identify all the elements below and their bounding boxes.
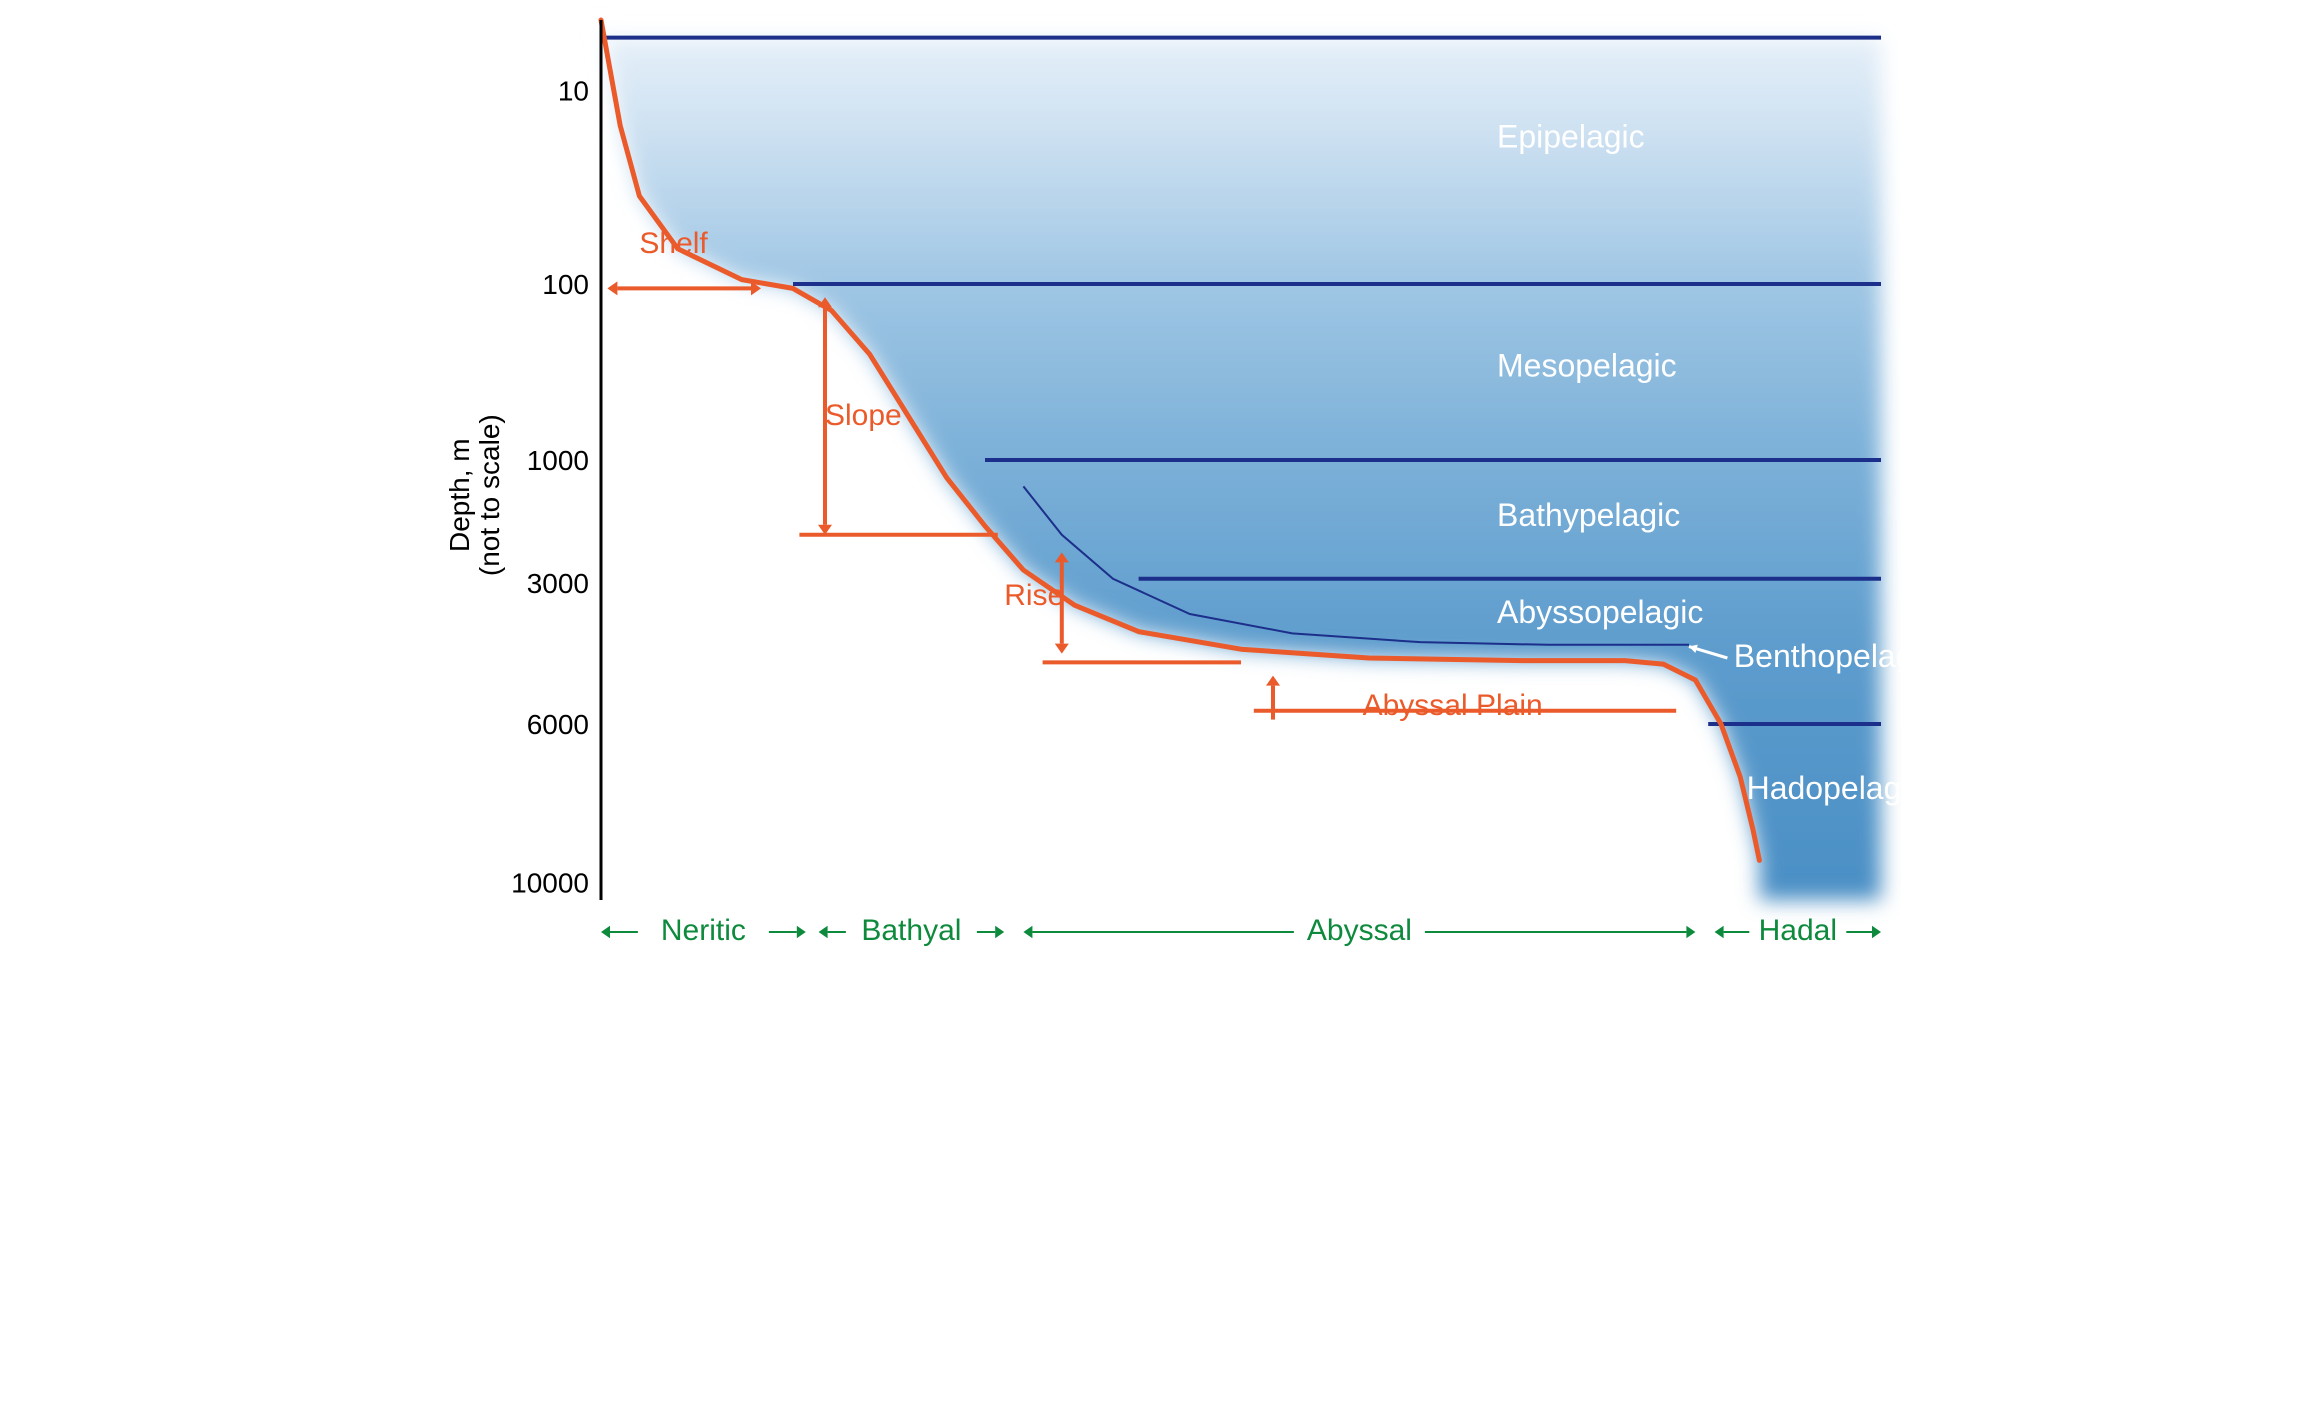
pelagic-zone-label: Bathypelagic <box>1497 497 1680 533</box>
y-axis-label: Depth, m <box>444 438 475 552</box>
bottom-zone-label: Bathyal <box>861 914 961 947</box>
y-tick-label: 6000 <box>526 709 588 740</box>
seafloor-feature-label: Slope <box>825 399 902 432</box>
ocean-zones-diagram: Epipelagic Mesopelagic Bathypelagic Abyssop… <box>421 0 1901 960</box>
y-tick-label: 10 <box>557 75 588 106</box>
y-tick-label: 1000 <box>526 445 588 476</box>
y-tick-label: 100 <box>542 269 589 300</box>
pelagic-zone-label: Abyssopelagic <box>1497 594 1703 630</box>
y-tick-label: 10000 <box>511 867 589 898</box>
y-tick-label: 3000 <box>526 568 588 599</box>
bottom-zone-label: Abyssal <box>1306 914 1411 947</box>
y-axis-label: (not to scale) <box>474 414 505 576</box>
pelagic-zone-label: Epipelagic <box>1497 119 1645 155</box>
seafloor-feature-label: Rise <box>1004 579 1064 612</box>
seafloor-feature-label: Shelf <box>639 227 708 260</box>
bottom-zone-label: Neritic <box>660 914 745 947</box>
seafloor-feature-label: Abyssal Plain <box>1362 689 1542 722</box>
pelagic-zone-label: Hadopelagic <box>1746 770 1900 806</box>
benthopelagic-label: Benthopelagic <box>1733 638 1900 674</box>
pelagic-zone-label: Mesopelagic <box>1497 347 1677 383</box>
bottom-zone-label: Hadal <box>1758 914 1836 947</box>
